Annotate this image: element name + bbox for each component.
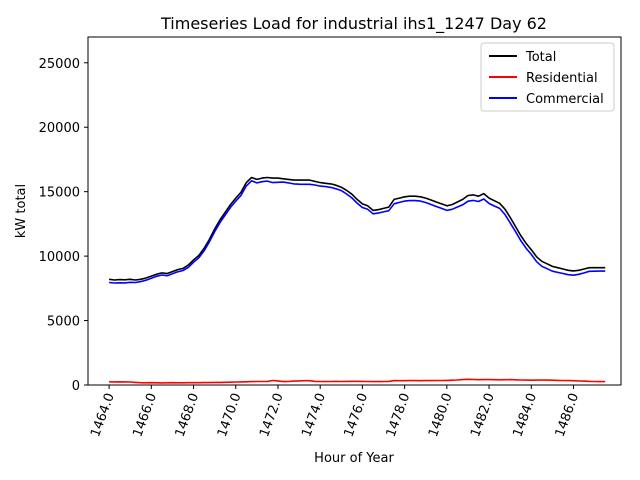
chart-title: Timeseries Load for industrial ihs1_1247… <box>160 14 547 34</box>
series-line-commercial <box>109 180 606 284</box>
y-tick-label: 20000 <box>39 121 80 136</box>
y-tick-label: 10000 <box>39 250 80 265</box>
y-tick-label: 5000 <box>47 315 80 330</box>
series-line-residential <box>109 378 606 384</box>
y-tick-label: 0 <box>72 379 80 394</box>
legend-label-commercial: Commercial <box>526 92 604 107</box>
plot-frame <box>87 36 622 386</box>
y-axis-label: kW total <box>14 184 29 238</box>
legend: Total Residential Commercial <box>480 42 615 112</box>
y-tick-label: 25000 <box>39 57 80 72</box>
legend-label-residential: Residential <box>526 71 598 86</box>
legend-box <box>480 42 615 112</box>
y-tick-label: 15000 <box>39 186 80 201</box>
plot-lines <box>108 176 606 384</box>
series-line-total <box>108 176 606 281</box>
legend-label-total: Total <box>525 50 556 65</box>
x-axis-label: Hour of Year <box>314 451 394 466</box>
